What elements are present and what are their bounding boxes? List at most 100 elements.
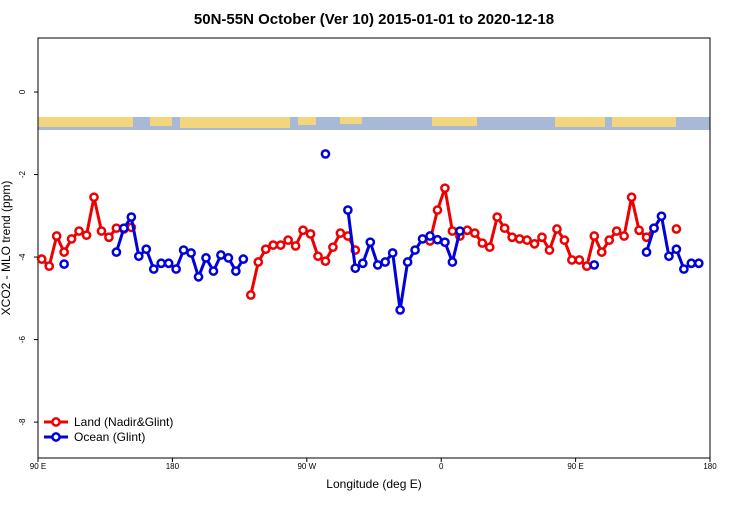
- point: [529, 239, 540, 249]
- point: [51, 231, 62, 241]
- point: [171, 264, 181, 274]
- point: [417, 234, 428, 244]
- point: [656, 211, 667, 222]
- point: [320, 256, 331, 267]
- y-tick-label: 0: [18, 89, 27, 94]
- point: [671, 224, 682, 234]
- point: [693, 258, 704, 269]
- point: [611, 226, 622, 236]
- point: [260, 244, 271, 255]
- point: [626, 192, 637, 203]
- point: [507, 232, 517, 243]
- point: [402, 257, 413, 267]
- point: [335, 228, 346, 238]
- y-tick-label: -2: [18, 170, 27, 178]
- point: [522, 235, 532, 246]
- point: [66, 234, 77, 244]
- x-tick-label: 180: [166, 462, 180, 471]
- point: [544, 245, 555, 255]
- point: [372, 260, 383, 270]
- x-axis-label: Longitude (deg E): [326, 477, 421, 491]
- y-tick-label: -4: [18, 253, 27, 261]
- legend-marker: [51, 432, 61, 442]
- point: [455, 226, 465, 236]
- point: [74, 226, 84, 236]
- point: [238, 254, 249, 264]
- point: [492, 212, 503, 222]
- point: [357, 258, 368, 269]
- point: [499, 223, 510, 234]
- point: [328, 242, 338, 253]
- point: [387, 248, 398, 258]
- point: [148, 264, 159, 274]
- x-tick-label: 90 E: [30, 462, 46, 471]
- point: [432, 234, 443, 245]
- point: [283, 235, 293, 246]
- point: [44, 261, 55, 272]
- point: [119, 223, 129, 234]
- point: [559, 235, 570, 246]
- point: [477, 238, 488, 248]
- point: [410, 245, 420, 255]
- point: [395, 305, 405, 315]
- point: [178, 245, 189, 255]
- legend-label: Ocean (Glint): [74, 430, 145, 444]
- point: [305, 229, 316, 239]
- point: [440, 237, 450, 248]
- point: [619, 231, 629, 241]
- point: [298, 225, 308, 236]
- chart-title: 50N-55N October (Ver 10) 2015-01-01 to 2…: [194, 11, 554, 28]
- plot-frame: [37, 37, 711, 459]
- point: [343, 205, 353, 215]
- x-tick-label: 180: [703, 462, 717, 471]
- point: [589, 260, 600, 270]
- x-tick-label: 0: [439, 462, 444, 471]
- y-tick-label: -6: [18, 335, 27, 343]
- point: [186, 248, 196, 258]
- point: [679, 264, 689, 274]
- point: [462, 225, 473, 236]
- point: [664, 251, 674, 262]
- point: [111, 223, 122, 234]
- point: [193, 272, 204, 282]
- point: [567, 255, 577, 265]
- plot-area: [36, 149, 704, 315]
- point: [59, 259, 69, 269]
- point: [447, 226, 458, 236]
- point: [89, 192, 99, 203]
- point: [440, 183, 450, 194]
- point: [208, 266, 219, 276]
- point: [641, 247, 652, 257]
- point: [163, 258, 174, 269]
- y-tick-label: -8: [18, 418, 27, 426]
- point: [365, 237, 376, 248]
- point: [141, 244, 152, 255]
- point: [447, 257, 458, 267]
- point: [581, 261, 592, 272]
- point: [104, 232, 114, 243]
- x-tick-label: 90 W: [297, 462, 316, 471]
- point: [432, 205, 443, 215]
- point: [36, 254, 47, 264]
- point: [275, 240, 286, 250]
- point: [126, 212, 137, 222]
- point: [231, 266, 241, 276]
- point: [216, 250, 226, 260]
- point: [320, 149, 331, 159]
- legend-label: Land (Nadir&Glint): [74, 415, 173, 429]
- x-tick-label: 90 E: [567, 462, 583, 471]
- point: [469, 228, 480, 238]
- point: [96, 226, 107, 236]
- point: [589, 231, 600, 241]
- point: [537, 232, 547, 243]
- point: [223, 253, 234, 263]
- point: [268, 240, 279, 250]
- point: [81, 230, 92, 241]
- point: [484, 242, 495, 253]
- point: [133, 251, 144, 262]
- point: [649, 223, 659, 234]
- point: [245, 290, 256, 300]
- y-axis-label: XCO2 - MLO trend (ppm): [0, 181, 13, 316]
- point: [686, 258, 697, 269]
